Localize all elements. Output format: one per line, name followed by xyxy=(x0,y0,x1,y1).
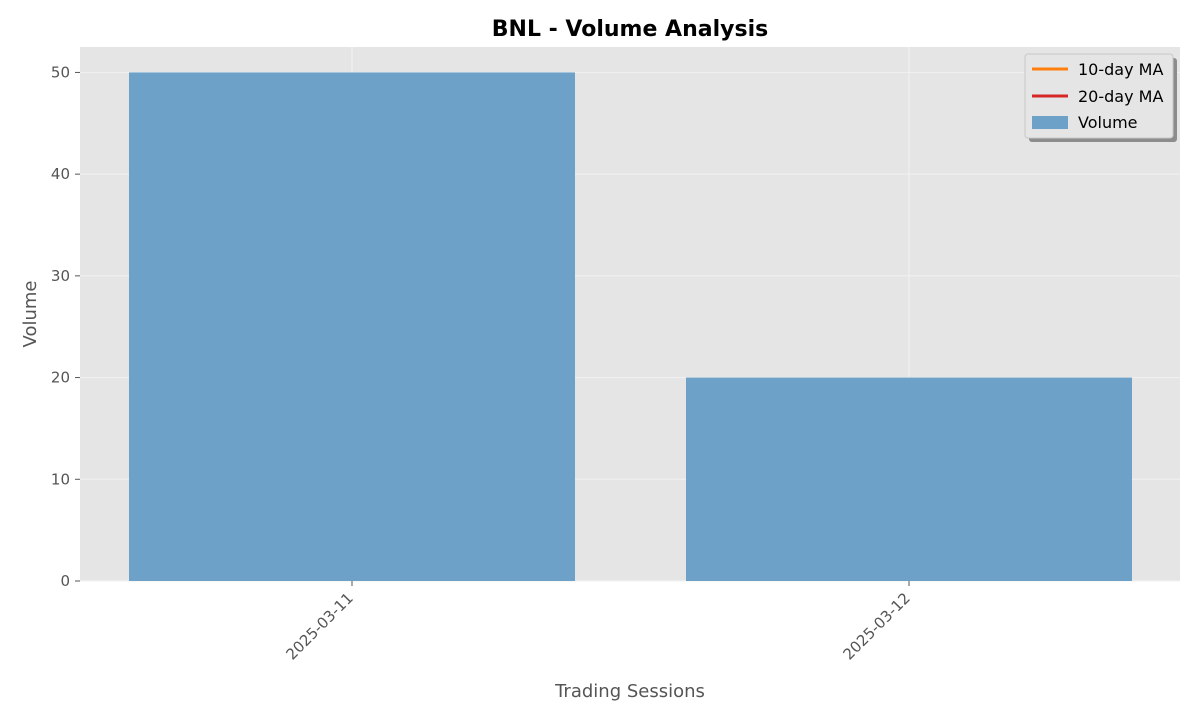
y-tick-label: 20 xyxy=(51,369,70,387)
y-tick-label: 0 xyxy=(60,572,70,590)
x-tick-label: 2025-03-12 xyxy=(839,589,913,663)
chart-title: BNL - Volume Analysis xyxy=(492,17,768,42)
legend-label-10-day-ma: 10-day MA xyxy=(1078,60,1163,79)
x-axis-ticks: 2025-03-11 2025-03-12 xyxy=(282,581,914,663)
y-tick-label: 10 xyxy=(51,470,70,488)
y-tick-label: 50 xyxy=(51,63,70,81)
legend-swatch-volume xyxy=(1032,116,1068,129)
legend: 10-day MA 20-day MA Volume xyxy=(1024,53,1177,142)
y-axis-ticks: 0 10 20 30 40 50 xyxy=(51,63,80,590)
y-axis-label: Volume xyxy=(20,281,41,348)
y-tick-label: 40 xyxy=(51,165,70,183)
y-tick-label: 30 xyxy=(51,267,70,285)
legend-label-volume: Volume xyxy=(1078,113,1138,132)
x-tick-label: 2025-03-11 xyxy=(282,589,356,663)
legend-label-20-day-ma: 20-day MA xyxy=(1078,87,1163,106)
x-axis-label: Trading Sessions xyxy=(554,681,705,702)
bars xyxy=(129,72,1132,581)
bar-2025-03-12 xyxy=(686,377,1132,581)
bar-2025-03-11 xyxy=(129,72,575,581)
